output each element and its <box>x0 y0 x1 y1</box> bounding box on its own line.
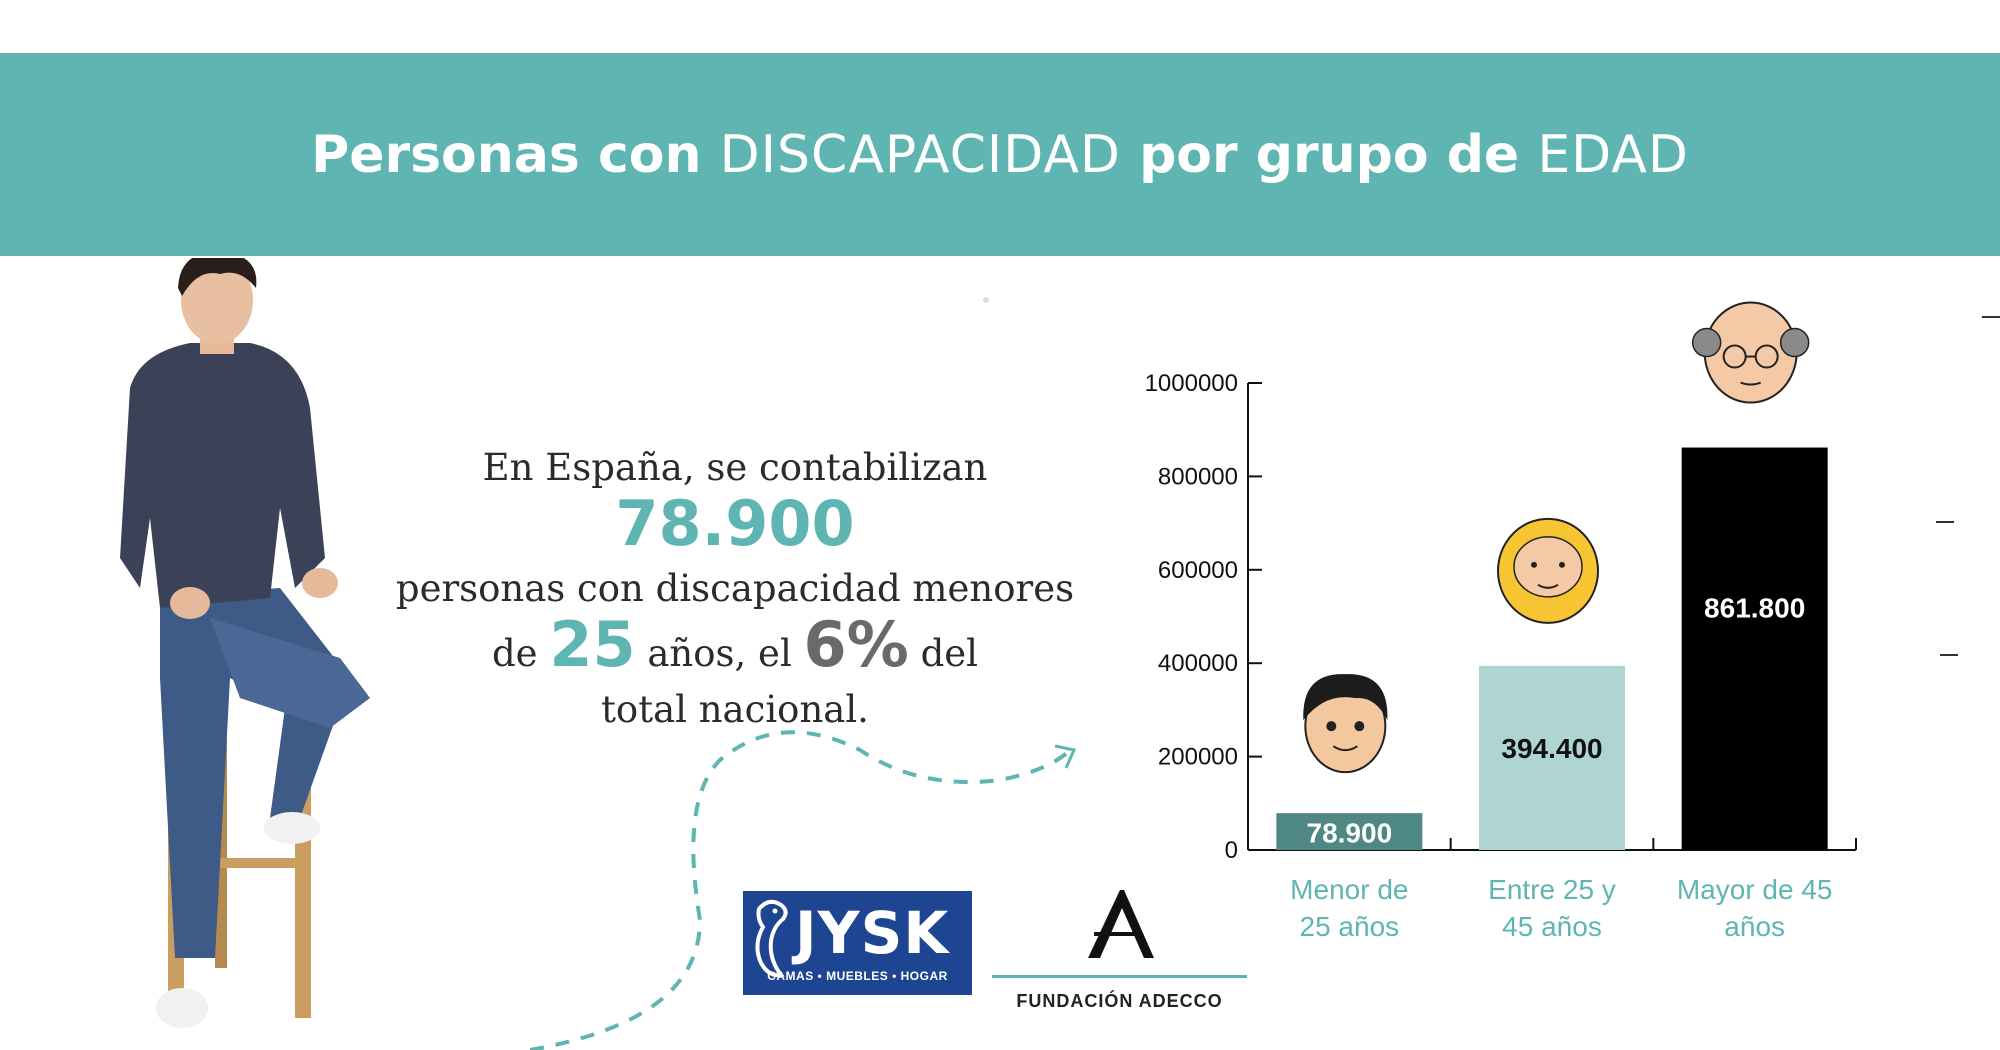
bar-value-label: 861.800 <box>1704 593 1805 624</box>
summary-line-1: En España, se contabilizan 78.900 <box>370 440 1100 561</box>
summary-intro: En España, se contabilizan <box>482 446 988 489</box>
young-boy-face-icon <box>1303 674 1388 774</box>
summary-del: del <box>908 632 978 675</box>
bars: 78.900 Menor de 25 años 394.400 Entre 25 y 45… <box>1276 447 1833 942</box>
page-title: Personas con DISCAPACIDAD por grupo de E… <box>311 125 1689 185</box>
y-tick-label: 600000 <box>1158 557 1238 584</box>
category-label-line: 45 años <box>1502 911 1602 942</box>
title-banner: Personas con DISCAPACIDAD por grupo de E… <box>0 53 2000 256</box>
title-part-3: por grupo de <box>1120 124 1538 185</box>
highlight-count: 78.900 <box>615 487 855 560</box>
bird-logo-icon <box>755 899 788 978</box>
jysk-logo: JYSK CAMAS • MUEBLES • HOGAR <box>743 891 972 995</box>
bearded-man-face-icon <box>1497 517 1599 624</box>
summary-anos: años, el <box>635 632 804 675</box>
title-part-2: DISCAPACIDAD <box>719 124 1121 185</box>
summary-de: de <box>491 632 550 675</box>
title-part-4: EDAD <box>1537 124 1689 185</box>
highlight-age: 25 <box>549 608 636 681</box>
y-tick-label: 200000 <box>1158 744 1238 771</box>
old-man-face-icon <box>1691 301 1810 404</box>
y-tick-label: 800000 <box>1158 463 1238 490</box>
category-label-line: años <box>1724 911 1785 942</box>
x-ticks <box>1449 838 1857 850</box>
title-part-1: Personas con <box>311 124 720 185</box>
adecco-a-icon <box>1088 890 1154 958</box>
category-label-line: Menor de <box>1290 874 1408 905</box>
adecco-name: FUNDACIÓN ADECCO <box>1016 991 1223 1011</box>
bar <box>1681 447 1828 850</box>
highlight-percent: 6% <box>803 608 909 681</box>
y-tick-label: 1000000 <box>1145 370 1238 397</box>
edge-mark-3 <box>1940 654 1958 656</box>
category-label: Entre 25 y 45 años <box>1488 874 1616 942</box>
category-label-line: Mayor de 45 <box>1677 874 1833 905</box>
category-label-line: Entre 25 y <box>1488 874 1616 905</box>
category-label: Mayor de 45 años <box>1677 874 1833 942</box>
y-tick-label: 0 <box>1225 837 1238 864</box>
edge-mark-2 <box>1936 521 1954 523</box>
jysk-name: JYSK <box>795 899 950 967</box>
summary-line-3: de 25 años, el 6% del <box>370 614 1100 682</box>
summary-line-4: total nacional. <box>601 688 869 731</box>
edge-mark-1 <box>1982 316 2000 318</box>
category-label: Menor de 25 años <box>1290 874 1408 942</box>
bar-value-label: 78.900 <box>1307 818 1393 849</box>
jysk-tagline: CAMAS • MUEBLES • HOGAR <box>767 969 948 983</box>
y-tick-label: 400000 <box>1158 650 1238 677</box>
face-icons <box>1303 301 1810 774</box>
bar <box>1276 813 1423 850</box>
bar <box>1479 665 1625 850</box>
y-ticks: 0 200000 400000 600000 800000 1000000 <box>1145 370 1262 864</box>
bar-value-label: 394.400 <box>1501 733 1602 764</box>
category-label-line: 25 años <box>1300 911 1400 942</box>
summary-text: En España, se contabilizan 78.900 person… <box>370 440 1100 738</box>
adecco-divider <box>992 975 1247 978</box>
young-man-illustration <box>120 258 370 1028</box>
summary-line-2: personas con discapacidad menores <box>395 567 1075 610</box>
